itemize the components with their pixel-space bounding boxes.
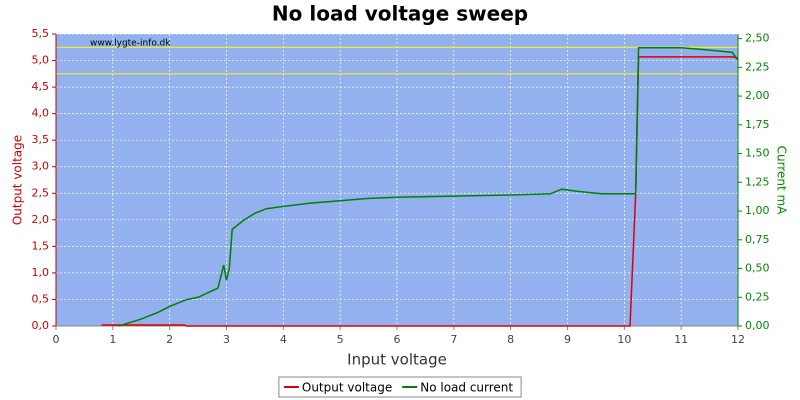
y2-tick-label: 1,25	[745, 175, 770, 188]
x-tick-label: 10	[617, 333, 631, 346]
y2-tick-label: 0,25	[745, 290, 770, 303]
y2-tick-label: 1,50	[745, 147, 770, 160]
x-tick-label: 8	[507, 333, 514, 346]
y2-tick-label: 2,00	[745, 89, 770, 102]
y2-tick-label: 1,00	[745, 204, 770, 217]
y2-tick-label: 0,00	[745, 319, 770, 332]
x-tick-label: 6	[394, 333, 401, 346]
y-tick-label: 0,5	[32, 292, 50, 305]
data-line	[118, 47, 739, 327]
y2-tick-label: 0,75	[745, 233, 770, 246]
x-tick-label: 0	[53, 333, 60, 346]
x-tick-label: 7	[450, 333, 457, 346]
y-tick-label: 5,5	[32, 27, 50, 40]
x-tick-label: 5	[337, 333, 344, 346]
y2-tick-label: 2,50	[745, 32, 770, 45]
y-tick-label: 1,5	[32, 239, 50, 252]
x-tick-label: 9	[564, 333, 571, 346]
legend-label: Output voltage	[302, 381, 392, 395]
x-tick-label: 1	[109, 333, 116, 346]
y-tick-label: 1,0	[32, 266, 50, 279]
y-axis-title: Output voltage	[11, 135, 25, 225]
x-tick-label: 4	[280, 333, 287, 346]
y-tick-label: 3,5	[32, 133, 50, 146]
y-tick-label: 5,0	[32, 54, 50, 67]
y2-tick-label: 2,25	[745, 60, 770, 73]
y-tick-label: 3,0	[32, 160, 50, 173]
y-tick-label: 4,0	[32, 107, 50, 120]
y-tick-label: 0,0	[32, 319, 50, 332]
y-tick-label: 2,5	[32, 186, 50, 199]
x-axis-title: Input voltage	[347, 351, 447, 369]
y-tick-label: 2,0	[32, 213, 50, 226]
chart-title: No load voltage sweep	[272, 2, 528, 26]
x-tick-label: 3	[223, 333, 230, 346]
y2-tick-label: 0,50	[745, 262, 770, 275]
y-tick-label: 4,5	[32, 80, 50, 93]
y2-axis-title: Current mA	[775, 146, 789, 216]
x-tick-label: 11	[674, 333, 688, 346]
y2-tick-label: 1,75	[745, 118, 770, 131]
x-tick-label: 12	[731, 333, 745, 346]
legend: Output voltage No load current	[278, 376, 522, 398]
legend-label: No load current	[420, 381, 513, 395]
watermark: www.lygte-info.dk	[90, 39, 171, 49]
x-tick-label: 2	[166, 333, 173, 346]
data-line	[101, 56, 739, 327]
legend-box	[278, 376, 522, 398]
